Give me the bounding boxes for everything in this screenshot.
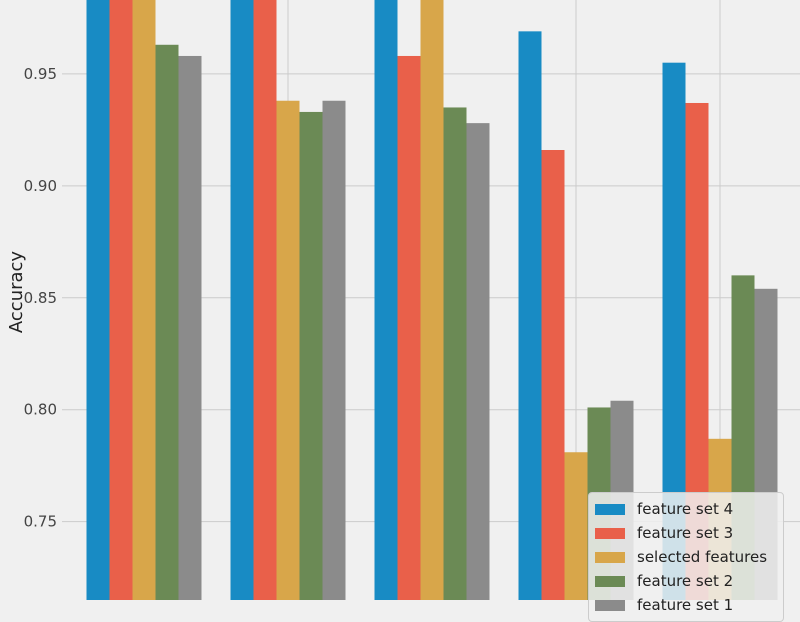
bar	[299, 111, 323, 600]
legend-label: feature set 4	[637, 500, 734, 518]
legend-item: feature set 4	[595, 497, 777, 521]
bar	[541, 150, 565, 600]
legend-swatch	[595, 575, 625, 587]
bar	[466, 123, 490, 600]
y-tick-label: 0.75	[24, 513, 57, 531]
legend-item: feature set 2	[595, 569, 777, 593]
bar	[443, 107, 467, 600]
legend-swatch	[595, 599, 625, 611]
legend-item: feature set 3	[595, 521, 777, 545]
legend-item: feature set 1	[595, 593, 777, 617]
legend-label: feature set 1	[637, 596, 734, 614]
bar	[155, 44, 179, 600]
chart-area: 0.75 0.80 0.85 0.90 0.95 Accuracy feature se…	[6, 0, 800, 622]
bar	[518, 31, 542, 600]
bar	[374, 0, 398, 600]
legend-label: feature set 2	[637, 572, 734, 590]
legend-swatch	[595, 527, 625, 539]
legend-item: selected features	[595, 545, 777, 569]
y-tick-label: 0.80	[24, 401, 57, 419]
bar	[662, 62, 686, 600]
legend: feature set 4 feature set 3 selected fea…	[588, 492, 784, 622]
legend-label: selected features	[637, 548, 768, 566]
legend-swatch	[595, 503, 625, 515]
bar-chart: 0.75 0.80 0.85 0.90 0.95 Accuracy	[6, 0, 800, 600]
bar	[230, 0, 254, 600]
bar	[253, 0, 277, 600]
bar	[276, 100, 300, 600]
bar	[397, 55, 421, 600]
y-axis-label: Accuracy	[6, 251, 27, 334]
bar	[86, 0, 110, 600]
legend-swatch	[595, 551, 625, 563]
legend-label: feature set 3	[637, 524, 734, 542]
bar	[322, 100, 346, 600]
y-tick-label: 0.85	[24, 289, 57, 307]
y-tick-label: 0.95	[24, 65, 57, 83]
bar	[685, 102, 709, 600]
bars	[86, 0, 778, 600]
bar	[109, 0, 133, 600]
bar	[564, 452, 588, 600]
y-tick-labels: 0.75 0.80 0.85 0.90 0.95	[24, 65, 57, 531]
y-tick-label: 0.90	[24, 177, 57, 195]
bar	[420, 0, 444, 600]
bar	[132, 0, 156, 600]
bar	[178, 55, 202, 600]
